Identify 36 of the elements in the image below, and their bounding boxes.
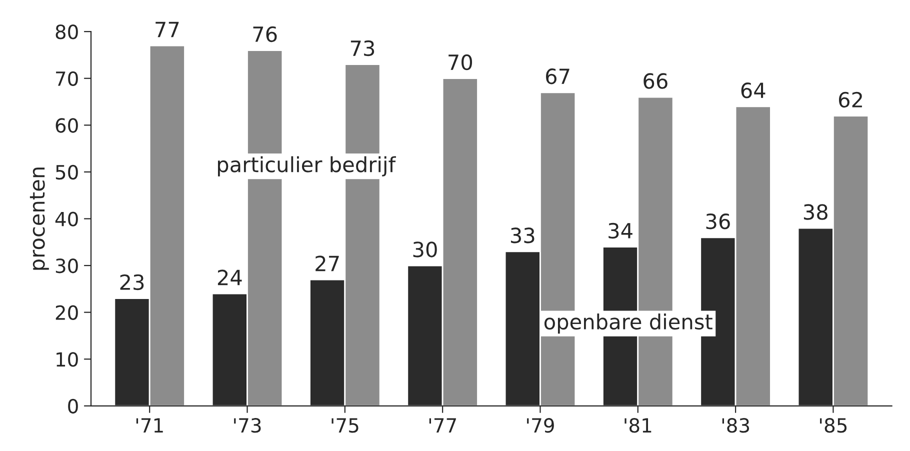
data-label: 77	[156, 22, 179, 38]
data-label: 38	[804, 204, 828, 220]
data-label: 66	[644, 73, 668, 89]
y-axis-title: procenten	[30, 168, 49, 270]
data-label: 23	[120, 274, 144, 290]
x-tick-label: '79	[527, 418, 554, 433]
x-tick-label: '85	[820, 418, 847, 433]
data-label: 27	[316, 256, 339, 272]
y-tick-label: 80	[56, 24, 78, 40]
y-tick-label: 70	[56, 71, 78, 86]
y-tick-label: 60	[56, 118, 78, 133]
x-tick-label: '75	[332, 418, 358, 433]
x-tick-label: '77	[429, 418, 456, 432]
y-tick-label: 20	[56, 305, 78, 320]
data-label: 33	[510, 228, 534, 244]
x-tick-label: '71	[136, 418, 163, 432]
data-label: 30	[413, 242, 437, 258]
series-label: openbare dienst	[544, 313, 712, 334]
y-tick-label: 50	[56, 164, 78, 180]
y-tick-label: 30	[56, 258, 78, 274]
data-label: 64	[741, 82, 766, 98]
data-label: 34	[608, 222, 632, 239]
data-label: 70	[448, 54, 472, 70]
y-tick-label: 0	[68, 398, 78, 414]
x-tick-label: '73	[234, 418, 261, 433]
data-label: 36	[706, 213, 730, 230]
series-label: particulier bedrijf	[218, 156, 396, 176]
data-label: 24	[218, 270, 242, 286]
x-tick-label: '83	[722, 418, 750, 433]
data-label: 76	[253, 26, 277, 42]
y-tick-label: 40	[55, 212, 78, 226]
y-tick-label: 10	[56, 352, 78, 367]
data-label: 62	[838, 92, 862, 108]
data-label: 67	[546, 68, 570, 84]
x-tick-label: '81	[624, 418, 652, 433]
data-label: 73	[350, 40, 374, 56]
